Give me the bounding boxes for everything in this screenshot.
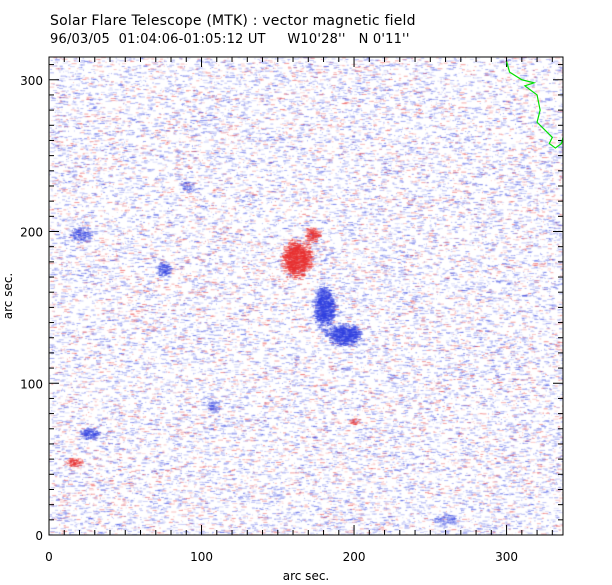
x-tick-label: 300 <box>495 550 518 564</box>
y-tick-label: 0 <box>35 529 43 543</box>
contour-line <box>505 61 564 149</box>
chart-title: Solar Flare Telescope (MTK) : vector mag… <box>50 13 416 29</box>
x-tick-label: 100 <box>190 550 213 564</box>
x-tick-label: 200 <box>343 550 366 564</box>
magnetogram-image <box>49 57 563 535</box>
y-tick-label: 300 <box>20 74 43 88</box>
y-tick-label: 200 <box>20 226 43 240</box>
x-axis-label: arc sec. <box>283 569 329 583</box>
chart-subtitle: 96/03/05 01:04:06-01:05:12 UT W10'28'' N… <box>50 32 410 47</box>
y-axis-label: arc sec. <box>1 273 15 319</box>
x-tick-label: 0 <box>45 550 53 564</box>
y-tick-label: 100 <box>20 377 43 391</box>
plot-frame <box>48 56 564 536</box>
